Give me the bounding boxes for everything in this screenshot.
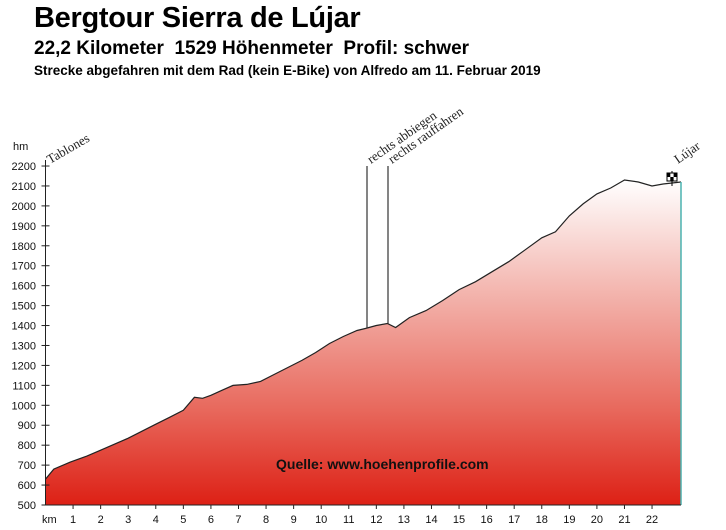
x-tick-label: 18 [536,514,548,526]
x-tick-label: 3 [125,514,131,526]
x-tick-label: 6 [208,514,214,526]
tour-description: Strecke abgefahren mit dem Rad (kein E-B… [34,63,541,78]
y-tick-label: 900 [18,420,36,432]
x-tick-label: 2 [98,514,104,526]
tour-stats: 22,2 Kilometer 1529 Höhenmeter Profil: s… [34,38,470,59]
y-tick-label: 2200 [12,161,36,173]
x-axis-unit: km [42,514,57,526]
y-tick-label: 2100 [12,181,36,193]
x-tick-label: 14 [425,514,437,526]
x-tick-label: 20 [591,514,603,526]
y-tick-label: 800 [18,440,36,452]
x-tick-label: 7 [235,514,241,526]
page-title: Bergtour Sierra de Lújar [34,2,361,34]
x-tick-label: 12 [370,514,382,526]
y-tick-label: 1100 [12,380,36,392]
x-tick-label: 10 [315,514,327,526]
y-tick-label: 700 [18,460,36,472]
elevation-area [45,166,682,505]
x-tick-label: 1 [70,514,76,526]
y-tick-label: 2000 [12,201,36,213]
finish-flag-icon [666,171,678,186]
x-tick-label: 8 [263,514,269,526]
x-tick-label: 5 [180,514,186,526]
start-location-label: Tablones [44,130,92,166]
y-tick-label: 1600 [12,281,36,293]
x-tick-label: 21 [618,514,630,526]
y-tick-label: 1400 [12,321,36,333]
x-tick-label: 9 [291,514,297,526]
x-tick-label: 13 [398,514,410,526]
y-tick-label: 1900 [12,221,36,233]
y-tick-label: 1200 [12,360,36,372]
y-axis-unit: hm [13,141,28,153]
x-tick-label: 16 [480,514,492,526]
end-location-label: Lújar [671,138,703,167]
x-tick-label: 17 [508,514,520,526]
x-tick-label: 19 [563,514,575,526]
y-tick-label: 1700 [12,261,36,273]
y-tick-label: 600 [18,480,36,492]
y-tick-label: 1000 [12,400,36,412]
x-tick-label: 11 [343,514,354,526]
y-tick-label: 1300 [12,340,36,352]
x-tick-label: 22 [646,514,658,526]
y-tick-label: 1800 [12,241,36,253]
elevation-line [45,179,682,480]
x-tick-label: 15 [453,514,465,526]
axes: 500 600 700 800 900 1000 1100 1200 1300 1400 1500 1… [12,160,681,526]
elevation-fill [45,180,681,505]
x-tick-label: 4 [153,514,159,526]
y-tick-label: 1500 [12,301,36,313]
source-label: Quelle: www.hoehenprofile.com [276,456,489,472]
y-tick-label: 500 [18,500,36,512]
